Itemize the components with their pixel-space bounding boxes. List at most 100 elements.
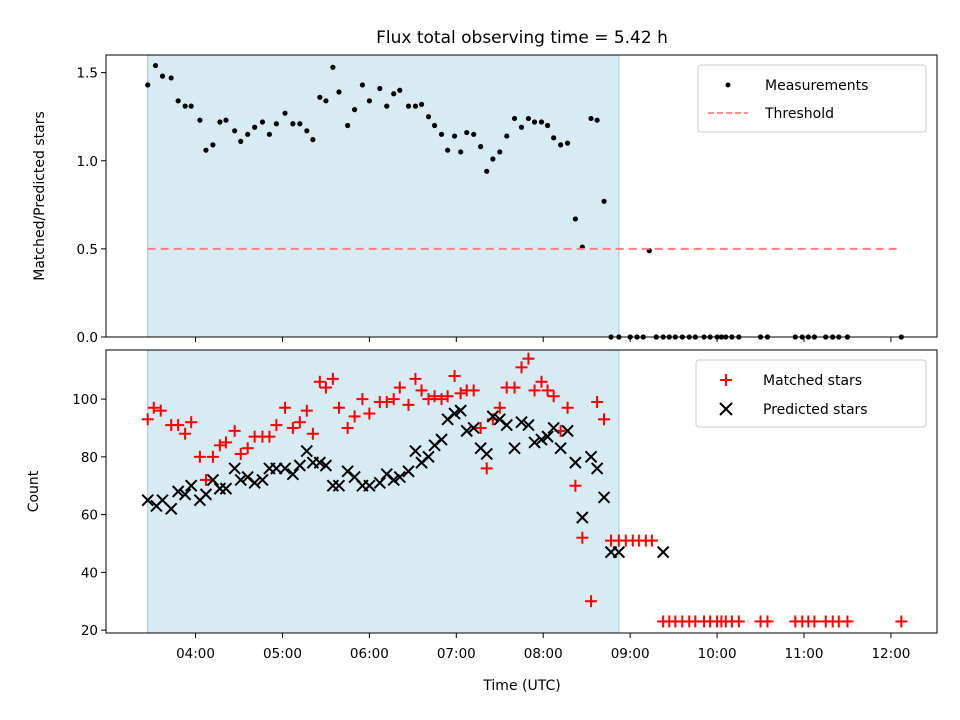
matched-stars-point xyxy=(541,384,554,397)
x-tick-label: 04:00 xyxy=(176,646,215,662)
measurement-point xyxy=(412,103,419,109)
measurement-point xyxy=(511,115,518,122)
matched-stars-point xyxy=(293,416,306,429)
matched-stars-point xyxy=(402,398,415,411)
measurement-point xyxy=(405,103,412,109)
top-legend-dot-marker xyxy=(725,82,731,88)
measurement-point xyxy=(282,110,288,116)
predicted-stars-point xyxy=(164,502,178,516)
measurement-point xyxy=(497,149,503,155)
predicted-stars-point xyxy=(402,465,415,478)
predicted-stars-point xyxy=(387,473,400,487)
matched-stars-point xyxy=(467,384,480,397)
x-tick-label: 11:00 xyxy=(785,646,824,662)
matched-stars-point xyxy=(179,427,192,440)
matched-stars-point xyxy=(435,393,448,406)
predicted-stars-point xyxy=(656,545,670,559)
matched-stars-point xyxy=(154,404,167,417)
predicted-stars-point xyxy=(219,482,233,495)
matched-stars-point xyxy=(428,390,441,403)
measurement-point xyxy=(425,114,432,120)
measurement-point xyxy=(504,133,510,139)
measurement-point xyxy=(266,131,273,137)
matched-stars-point xyxy=(493,401,506,414)
measurement-point xyxy=(330,64,336,70)
predicted-stars-point xyxy=(363,479,376,492)
measurement-point xyxy=(152,62,159,69)
measurement-point xyxy=(210,142,216,148)
top-axes-frame xyxy=(105,54,938,338)
matched-stars-point xyxy=(213,439,226,452)
predicted-stars-point xyxy=(612,545,626,559)
top-legend-label-measurements: Measurements xyxy=(765,78,868,94)
matched-stars-point xyxy=(206,450,219,463)
measurement-point xyxy=(310,137,316,143)
measurement-point xyxy=(217,119,223,125)
measurement-point xyxy=(352,107,358,113)
measurement-point xyxy=(159,73,166,79)
bottom-observing-window xyxy=(147,349,620,634)
measurement-point xyxy=(238,138,244,144)
matched-stars-point xyxy=(172,419,185,432)
bottom-y-axis-label: Count xyxy=(26,470,42,512)
matched-stars-point xyxy=(286,421,299,434)
predicted-stars-point xyxy=(319,459,333,472)
matched-stars-point xyxy=(219,436,232,449)
predicted-stars-point xyxy=(454,404,467,417)
matched-stars-point xyxy=(387,393,400,406)
matched-stars-point xyxy=(598,413,611,426)
predicted-stars-point xyxy=(486,410,500,423)
measurement-point xyxy=(397,87,403,93)
measurement-point xyxy=(297,121,303,127)
matched-stars-point xyxy=(380,395,393,408)
predicted-stars-point xyxy=(248,476,261,490)
matched-stars-point xyxy=(454,387,467,400)
predicted-stars-point xyxy=(332,479,346,492)
top-y-tick-label: 1.5 xyxy=(77,66,98,82)
measurement-point xyxy=(245,131,251,137)
predicted-stars-point xyxy=(584,450,598,464)
matched-stars-point xyxy=(732,615,745,628)
matched-stars-point xyxy=(279,401,292,414)
predicted-stars-point xyxy=(141,493,154,507)
measurement-point xyxy=(572,216,578,222)
measurement-point xyxy=(518,124,525,130)
x-tick-label: 07:00 xyxy=(437,646,476,662)
predicted-stars-point xyxy=(528,436,541,449)
predicted-stars-point xyxy=(422,450,435,464)
predicted-stars-point xyxy=(178,488,192,501)
top-observing-window xyxy=(147,54,620,338)
matched-stars-point xyxy=(585,595,598,608)
matched-stars-point xyxy=(448,369,461,382)
matched-stars-point xyxy=(356,393,369,406)
predicted-stars-point xyxy=(597,491,611,504)
measurement-point xyxy=(323,98,329,104)
bottom-legend-label-matched: Matched stars xyxy=(763,373,862,389)
measurement-point xyxy=(464,129,470,136)
top-y-tick-label: 0.0 xyxy=(77,330,98,346)
predicted-stars-point xyxy=(234,473,247,487)
matched-stars-point xyxy=(234,447,247,460)
matched-stars-point xyxy=(422,393,435,406)
measurement-point xyxy=(458,149,464,155)
x-tick-label: 08:00 xyxy=(524,646,563,662)
top-panel: 0.0 0.5 1.0 1.5 Matched/Predicted stars Mea… xyxy=(32,54,938,346)
matched-stars-point xyxy=(193,450,206,463)
matched-stars-point xyxy=(474,421,487,434)
bot-y-tick-label: 80 xyxy=(81,450,98,466)
measurement-point xyxy=(418,101,425,107)
predicted-stars-point xyxy=(313,456,327,469)
x-tick-label: 06:00 xyxy=(350,646,389,662)
measurement-point xyxy=(304,128,310,134)
matched-stars-point xyxy=(306,427,319,440)
matched-stars-point xyxy=(522,352,535,365)
measurement-point xyxy=(484,168,490,174)
matched-stars-point xyxy=(332,401,345,414)
measurement-point xyxy=(478,144,484,150)
predicted-stars-point xyxy=(293,459,307,472)
measurement-point xyxy=(188,103,194,109)
matched-stars-point xyxy=(300,404,313,417)
matched-stars-point xyxy=(645,534,658,547)
predicted-stars-point xyxy=(300,444,314,458)
matched-stars-point xyxy=(547,390,560,403)
